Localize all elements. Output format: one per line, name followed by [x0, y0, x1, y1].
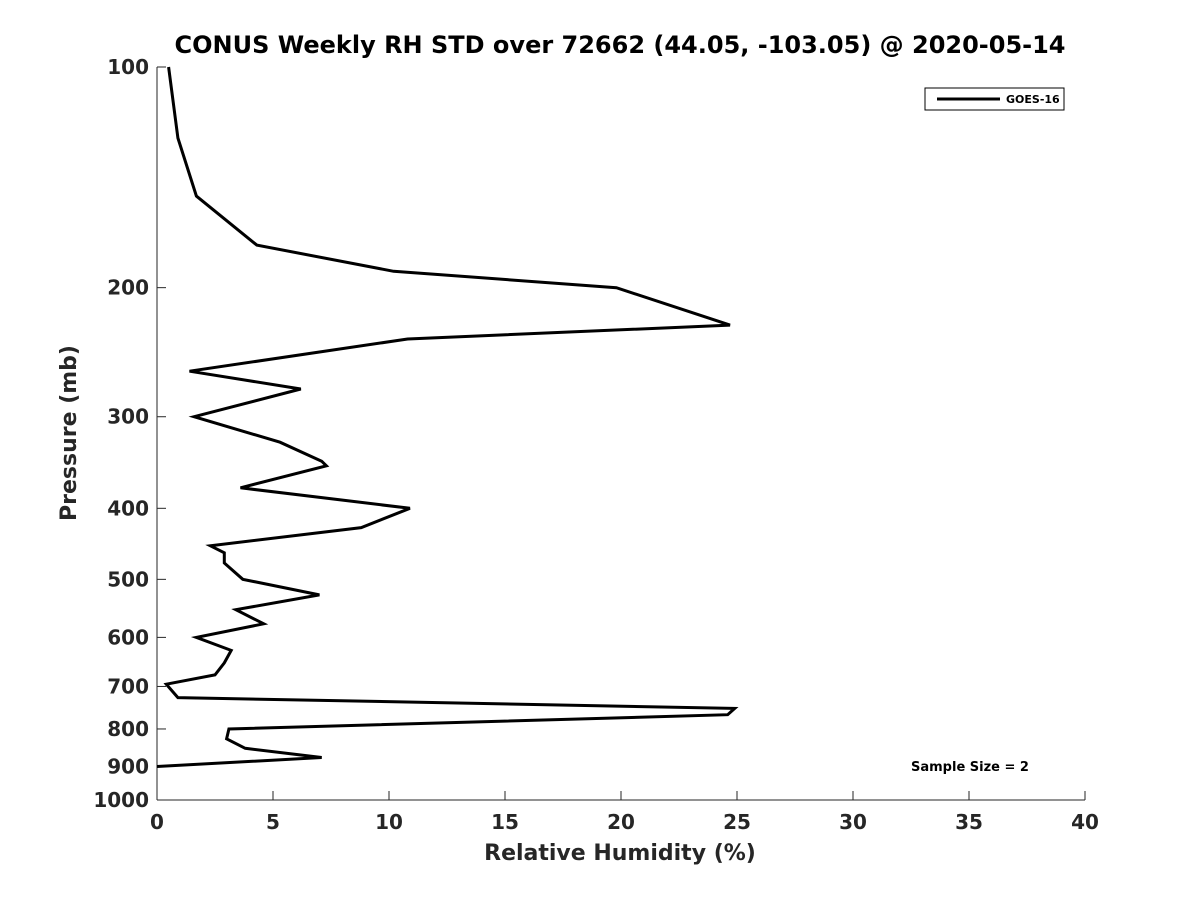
x-tick-label: 25	[723, 810, 751, 834]
y-tick-label: 700	[107, 674, 149, 698]
y-tick-label: 300	[107, 405, 149, 429]
y-tick-label: 400	[107, 496, 149, 520]
x-tick-label: 5	[266, 810, 280, 834]
y-tick-label: 600	[107, 625, 149, 649]
y-tick-label: 500	[107, 567, 149, 591]
y-tick-label: 100	[107, 55, 149, 79]
chart-title: CONUS Weekly RH STD over 72662 (44.05, -…	[174, 31, 1065, 59]
y-axis-label: Pressure (mb)	[57, 345, 82, 521]
series-layer	[156, 66, 739, 768]
legend-label-goes-16: GOES-16	[1006, 93, 1060, 106]
x-tick-label: 30	[839, 810, 867, 834]
tick-marks: 0 5 10 15 20 25 30 35 40 100 200 300 400 500 600 700 800…	[93, 55, 1099, 834]
sample-size-annotation: Sample Size = 2	[911, 760, 1029, 775]
x-tick-label: 10	[375, 810, 403, 834]
x-tick-label: 40	[1071, 810, 1099, 834]
y-tick-label: 800	[107, 717, 149, 741]
x-tick-label: 15	[491, 810, 519, 834]
y-tick-label: 1000	[93, 788, 149, 812]
x-tick-label: 0	[150, 810, 164, 834]
x-tick-label: 20	[607, 810, 635, 834]
x-tick-label: 35	[955, 810, 983, 834]
x-axis-label: Relative Humidity (%)	[484, 841, 756, 866]
y-tick-label: 200	[107, 276, 149, 300]
legend: GOES-16	[924, 87, 1065, 111]
series-line-goes-16	[156, 66, 739, 768]
y-tick-label: 900	[107, 754, 149, 778]
